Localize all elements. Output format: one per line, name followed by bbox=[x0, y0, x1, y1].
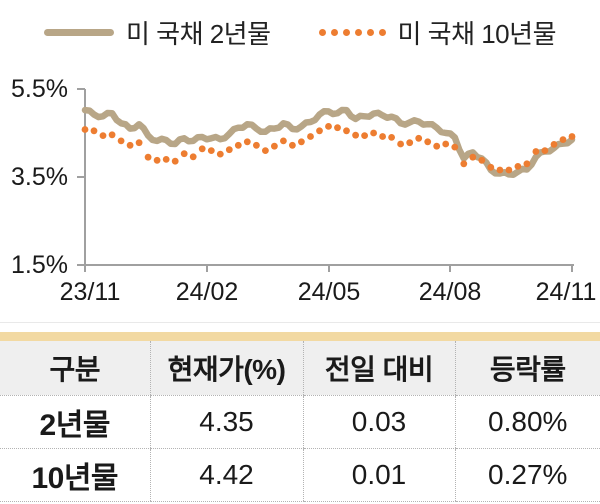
table-row-2y: 2년물 4.35 0.03 0.80% bbox=[0, 395, 600, 449]
series-dot-10y bbox=[126, 141, 134, 149]
series-dot-10y bbox=[180, 150, 188, 158]
table-row-10y: 10년물 4.42 0.01 0.27% bbox=[0, 448, 600, 502]
series-dot-10y bbox=[153, 156, 161, 164]
series-dot-10y bbox=[397, 140, 404, 148]
series-dot-10y bbox=[280, 137, 287, 145]
series-dot-10y bbox=[117, 137, 125, 145]
series-dot-10y bbox=[568, 133, 576, 140]
series-dot-10y bbox=[289, 141, 296, 149]
legend-line-swatch-2y bbox=[44, 28, 114, 36]
cell-10y-label: 10년물 bbox=[0, 448, 150, 502]
series-dot-10y bbox=[505, 166, 513, 174]
series-dot-10y bbox=[207, 147, 215, 154]
series-dot-10y bbox=[108, 131, 116, 139]
series-layer bbox=[81, 106, 576, 178]
series-dot-10y bbox=[532, 148, 540, 155]
cell-2y-current: 4.35 bbox=[149, 395, 303, 449]
series-dot-10y bbox=[478, 156, 486, 164]
series-dot-10y bbox=[496, 166, 504, 174]
series-dot-10y bbox=[135, 139, 143, 147]
cell-10y-change: 0.01 bbox=[302, 448, 455, 502]
legend-dots-swatch-10y bbox=[318, 28, 386, 36]
series-dot-10y bbox=[334, 124, 341, 132]
header-change-pct: 등락률 bbox=[454, 341, 600, 396]
legend-dot bbox=[378, 28, 386, 36]
series-dot-10y bbox=[234, 141, 242, 149]
series-dot-10y bbox=[162, 156, 170, 163]
legend-label-10y: 미 국채 10년물 bbox=[397, 18, 557, 49]
series-dot-10y bbox=[144, 153, 152, 161]
y-tick-label: 1.5% bbox=[11, 251, 68, 279]
cell-2y-change-pct: 0.80% bbox=[454, 395, 600, 449]
header-change: 전일 대비 bbox=[302, 341, 455, 396]
series-dot-10y bbox=[379, 133, 386, 140]
legend-label-2y: 미 국채 2년물 bbox=[126, 18, 271, 49]
series-dot-10y bbox=[262, 147, 269, 154]
x-tick-label: 24/08 bbox=[419, 278, 482, 306]
series-dot-10y bbox=[460, 160, 468, 168]
series-dot-10y bbox=[298, 138, 305, 146]
series-dot-10y bbox=[487, 163, 495, 171]
table-header-row: 구분 현재가(%) 전일 대비 등락률 bbox=[0, 341, 600, 396]
series-dot-10y bbox=[361, 132, 368, 139]
series-dot-10y bbox=[81, 126, 89, 133]
series-dot-10y bbox=[406, 139, 414, 147]
legend-dot bbox=[330, 28, 338, 36]
series-dot-10y bbox=[189, 153, 197, 161]
yield-chart-svg: 5.5% 3.5% 1.5% 23/11 24/02 24/05 24/08 2… bbox=[11, 75, 597, 306]
series-dot-10y bbox=[243, 138, 251, 146]
table-accent-bar bbox=[0, 332, 600, 341]
yield-summary-table: 구분 현재가(%) 전일 대비 등락률 2년물 4.35 0.03 0.80% … bbox=[0, 341, 600, 502]
legend-dot bbox=[342, 28, 350, 36]
series-dot-10y bbox=[433, 142, 441, 150]
series-dot-10y bbox=[198, 145, 206, 153]
y-tick-label: 3.5% bbox=[11, 163, 68, 191]
series-dot-10y bbox=[253, 141, 260, 149]
header-current: 현재가(%) bbox=[149, 341, 303, 396]
section-divider bbox=[0, 322, 600, 323]
series-dot-10y bbox=[325, 123, 332, 130]
series-dot-10y bbox=[424, 138, 432, 146]
header-category: 구분 bbox=[0, 341, 150, 396]
legend-item-2y: 미 국채 2년물 bbox=[44, 14, 271, 51]
series-dot-10y bbox=[559, 136, 567, 143]
series-dot-10y bbox=[352, 131, 359, 139]
series-dot-10y bbox=[550, 141, 558, 148]
legend-dot bbox=[318, 28, 326, 36]
legend-dot bbox=[354, 28, 362, 36]
x-tick-label: 24/11 bbox=[536, 278, 597, 306]
series-dot-10y bbox=[271, 142, 278, 150]
series-dot-10y bbox=[316, 127, 323, 135]
legend-item-10y: 미 국채 10년물 bbox=[318, 14, 557, 51]
series-dot-10y bbox=[451, 143, 459, 151]
cell-10y-current: 4.42 bbox=[149, 448, 303, 502]
series-dot-10y bbox=[469, 153, 477, 161]
x-tick-label: 23/11 bbox=[60, 278, 121, 306]
x-tick-label: 24/05 bbox=[298, 278, 361, 306]
series-dot-10y bbox=[90, 127, 98, 135]
series-dot-10y bbox=[541, 147, 549, 154]
series-dot-10y bbox=[307, 133, 314, 140]
series-dot-10y bbox=[370, 129, 377, 137]
cell-2y-label: 2년물 bbox=[0, 395, 150, 449]
series-dot-10y bbox=[514, 163, 522, 170]
series-line-2y bbox=[81, 106, 576, 178]
x-tick-label: 24/02 bbox=[176, 278, 239, 306]
legend-dot bbox=[366, 28, 374, 36]
series-dot-10y bbox=[523, 160, 531, 168]
series-dot-10y bbox=[225, 146, 233, 154]
series-dot-10y bbox=[216, 150, 224, 158]
series-dot-10y bbox=[442, 140, 450, 148]
chart-legend: 미 국채 2년물 미 국채 10년물 bbox=[0, 14, 600, 50]
cell-10y-change-pct: 0.27% bbox=[454, 448, 600, 502]
series-dot-10y bbox=[99, 132, 107, 139]
series-dot-10y bbox=[343, 127, 350, 135]
series-dot-10y bbox=[415, 134, 423, 142]
cell-2y-change: 0.03 bbox=[302, 395, 455, 449]
series-dot-10y bbox=[388, 134, 395, 141]
series-dot-10y bbox=[171, 157, 179, 165]
y-tick-label: 5.5% bbox=[11, 75, 68, 103]
